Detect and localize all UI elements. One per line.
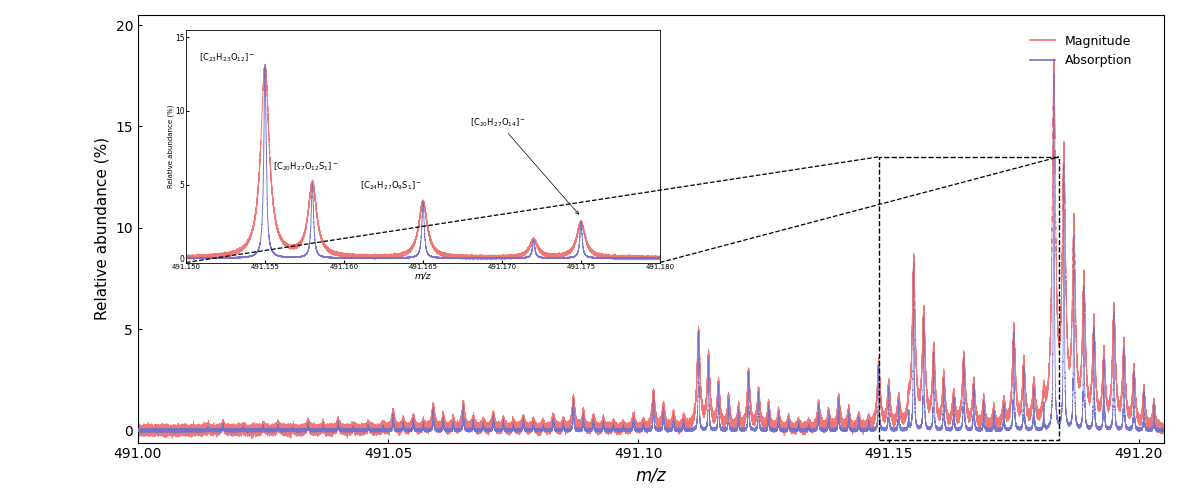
Text: [C$_{20}$H$_{27}$O$_{12}$S$_1$]$^-$: [C$_{20}$H$_{27}$O$_{12}$S$_1$]$^-$ [272,160,338,172]
X-axis label: m/z: m/z [415,272,431,280]
Y-axis label: Relative abundance (%): Relative abundance (%) [167,104,174,188]
Text: [C$_{24}$H$_{27}$O$_9$S$_1$]$^-$: [C$_{24}$H$_{27}$O$_9$S$_1$]$^-$ [360,180,421,192]
Legend: Magnitude, Absorption: Magnitude, Absorption [1025,30,1138,72]
X-axis label: m/z: m/z [636,467,666,485]
Bar [878,157,1058,440]
Text: [C$_{23}$H$_{23}$O$_{12}$]$^-$: [C$_{23}$H$_{23}$O$_{12}$]$^-$ [199,52,254,64]
Text: [C$_{20}$H$_{27}$O$_{14}$]$^-$: [C$_{20}$H$_{27}$O$_{14}$]$^-$ [470,116,578,214]
Y-axis label: Relative abundance (%): Relative abundance (%) [95,137,110,320]
